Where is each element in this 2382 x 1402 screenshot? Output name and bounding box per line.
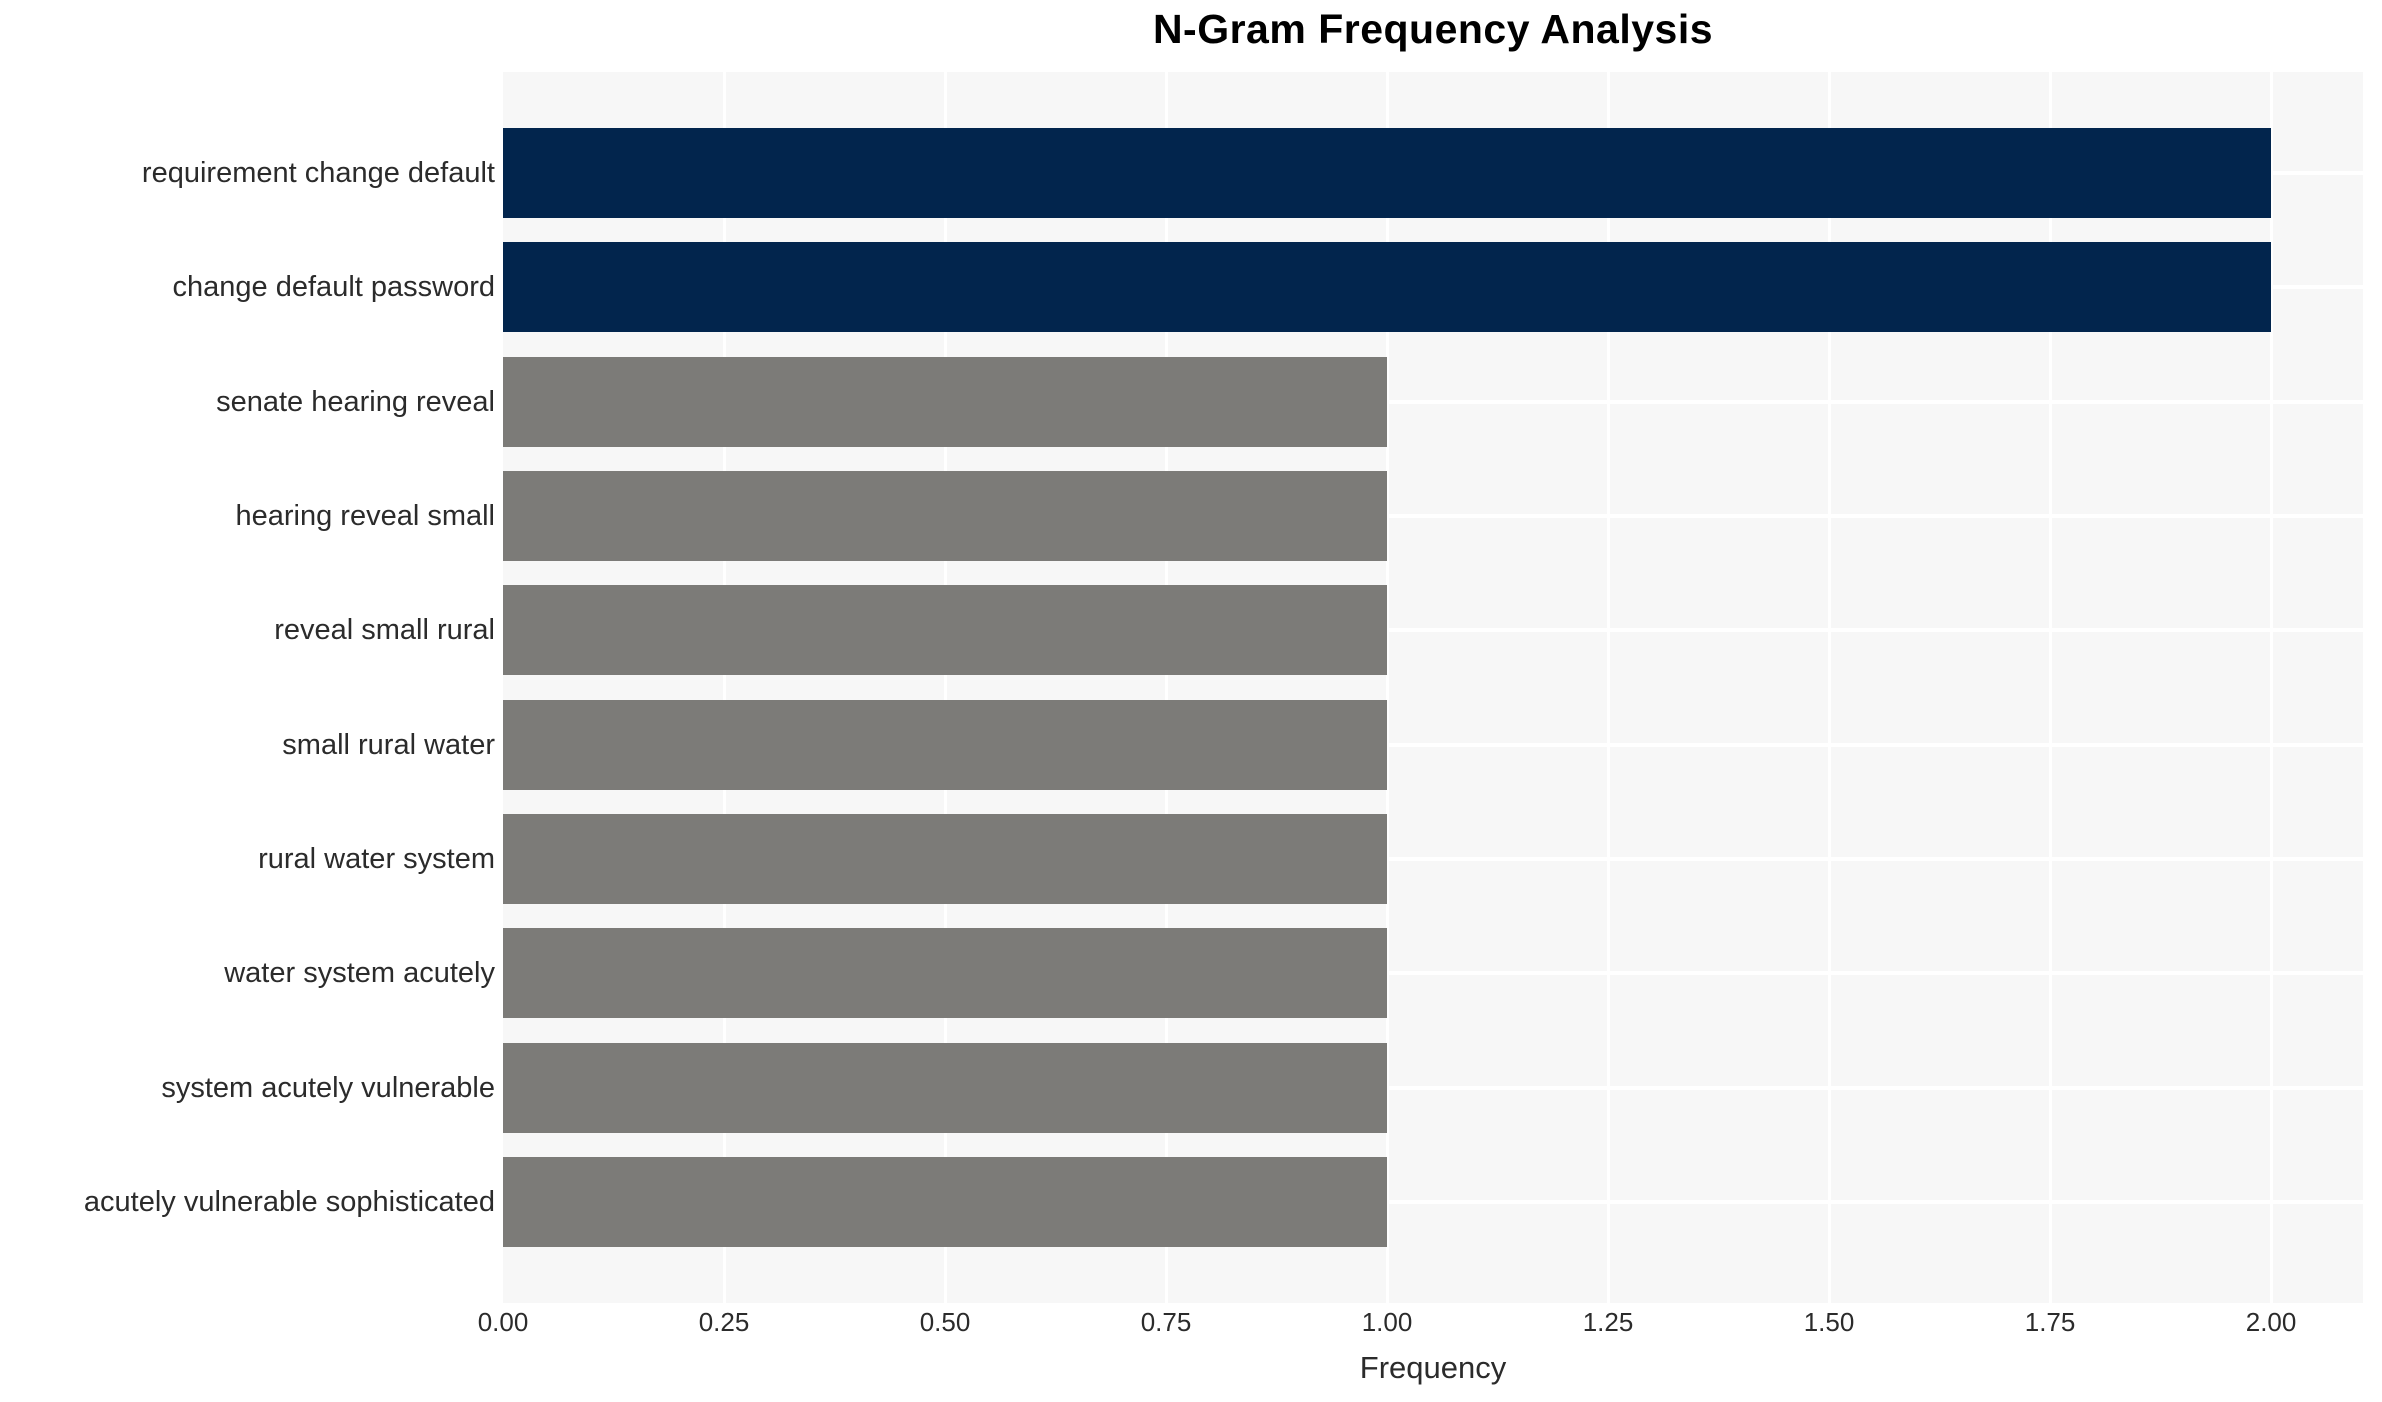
x-axis-tick-labels: 0.00 0.25 0.50 0.75 1.00 1.25 1.50 1.75 2.00 [0,1307,2382,1347]
x-gridline-2 [2269,72,2273,1303]
bar-reveal-small-rural [503,585,1388,676]
bar-acutely-vulnerable-sophisticated [503,1156,1388,1247]
x-tick-label-0.75: 0.75 [1140,1307,1192,1337]
y-gridline-6 [503,856,2363,861]
y-gridline-2 [503,399,2363,404]
x-tick-label-2.00: 2.00 [2245,1307,2297,1337]
x-gridline-1 [1385,72,1389,1303]
bar-small-rural-water [503,699,1388,790]
x-axis-title: Frequency [1359,1350,1507,1385]
y-tick-label-9: acutely vulnerable sophisticated [83,1185,495,1218]
y-gridline-4 [503,628,2363,633]
y-gridline-8 [503,1085,2363,1090]
bar-requirement-change-default [503,128,2272,219]
x-gridline-1.75 [2048,72,2052,1303]
x-gridline-0.5 [943,72,947,1303]
bar-senate-hearing-reveal [503,356,1388,447]
y-tick-label-3: hearing reveal small [235,500,495,533]
y-axis-labels: requirement change default change default… [0,72,495,1303]
y-gridline-9 [503,1199,2363,1204]
x-tick-label-1.25: 1.25 [1582,1307,1634,1337]
plot-area [503,72,2363,1303]
chart-title: N-Gram Frequency Analysis [1152,6,1714,52]
x-tick-label-1.00: 1.00 [1361,1307,1413,1337]
x-gridline-0.75 [1164,72,1168,1303]
x-tick-label-0.50: 0.50 [919,1307,971,1337]
y-tick-label-0: requirement change default [141,157,495,190]
bar-water-system-acutely [503,928,1388,1019]
y-tick-label-5: small rural water [282,728,495,761]
y-tick-label-6: rural water system [258,842,495,875]
bar-hearing-reveal-small [503,471,1388,562]
y-gridline-7 [503,971,2363,976]
bar-rural-water-system [503,813,1388,904]
x-tick-label-1.50: 1.50 [1803,1307,1855,1337]
x-gridline-1.25 [1606,72,1610,1303]
y-tick-label-7: water system acutely [224,957,495,990]
y-gridline-5 [503,742,2363,747]
x-tick-label-1.75: 1.75 [2024,1307,2076,1337]
y-tick-label-1: change default password [172,271,495,304]
y-tick-label-2: senate hearing reveal [216,385,495,418]
x-gridline-1.5 [1827,72,1831,1303]
x-tick-label-0.25: 0.25 [698,1307,750,1337]
bar-system-acutely-vulnerable [503,1042,1388,1133]
y-tick-label-4: reveal small rural [274,614,495,647]
bar-change-default-password [503,242,2272,333]
y-gridline-3 [503,514,2363,519]
x-gridline-0.25 [722,72,726,1303]
x-tick-label-0.00: 0.00 [477,1307,529,1337]
y-tick-label-8: system acutely vulnerable [161,1071,495,1104]
